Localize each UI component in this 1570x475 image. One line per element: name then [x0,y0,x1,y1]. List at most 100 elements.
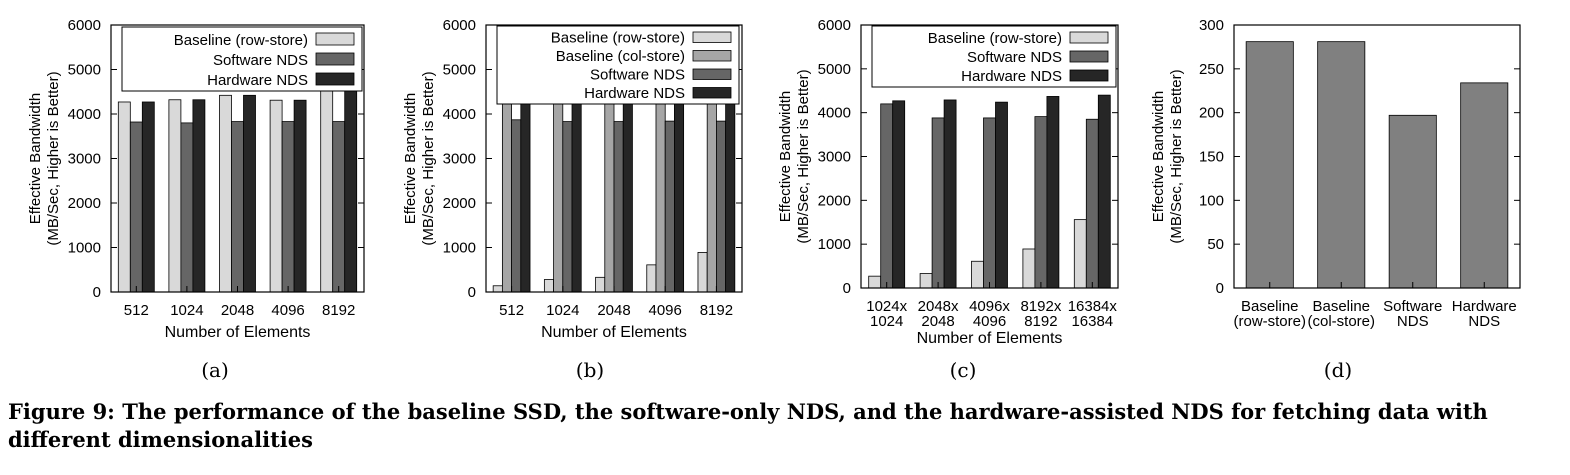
x-tick-label: 8192x 8192 [1020,298,1061,330]
x-tick-label: 2048 [221,302,254,319]
y-tick-label: 0 [1216,280,1224,297]
x-tick-label: Software NDS [1383,298,1442,330]
bar [880,103,894,289]
x-axis-label: Number of Elements [917,330,1063,347]
bar [344,88,358,293]
bar [919,273,933,289]
bar [332,121,346,293]
x-tick-label: 4096 [271,302,304,319]
legend-label: Baseline (row-store) [174,32,308,49]
bar [725,90,736,293]
x-tick-label: 1024 [170,302,203,319]
x-tick-label: 512 [124,302,149,319]
y-tick-label: 1000 [818,236,851,253]
bar [492,285,503,293]
plot-frame [485,24,743,293]
x-axis-label: Number of Elements [165,324,311,341]
bar [716,120,727,293]
bar [892,100,906,289]
y-tick-label: 200 [1199,105,1224,122]
bar [520,101,531,293]
subfigure-label: (c) [950,358,977,382]
y-axis-label: Effective Bandwidth(MB/Sec, Higher is Be… [1150,69,1185,243]
bar [293,99,307,293]
bar [931,117,945,289]
bar [868,275,882,289]
bar [674,95,685,293]
y-tick-label: 100 [1199,192,1224,209]
y-axis-label: Effective Bandwidth(MB/Sec, Higher is Be… [777,69,812,243]
bar [281,121,295,293]
y-tick-label: 4000 [68,106,101,123]
bar [129,121,143,293]
chart-b: 0 1000 2000 3000 4000 5000 6000 512 1024 2048 4096… [402,17,743,382]
bar [995,101,1008,289]
x-tick-label: 2048 [597,302,630,319]
bar [971,260,984,289]
y-tick-label: 0 [468,284,476,301]
subfigure-label: (b) [576,358,604,382]
plot-frame [1233,24,1521,289]
figure-caption: Figure 9: The performance of the baselin… [8,399,1488,452]
bar [1073,219,1087,289]
legend-swatch [1069,31,1109,44]
bar [511,119,522,293]
y-tick-label: 4000 [443,106,476,123]
y-tick-label: 6000 [68,17,101,34]
y-tick-label: 2000 [818,192,851,209]
legend-swatch [692,31,732,43]
x-tick-label: Baseline (col-store) [1307,298,1375,330]
y-tick-label: 300 [1199,17,1224,34]
bar [655,95,666,293]
x-tick-label: 8192 [322,302,355,319]
chart-c: 0 1000 2000 3000 4000 5000 6000 1024x 1024 2048x 2… [777,17,1119,382]
legend-label: Baseline (row-store) [928,30,1062,47]
legend-swatch [1069,50,1109,63]
bar [168,99,182,293]
legend-label: Software NDS [967,49,1062,66]
bar [1034,116,1048,289]
bar [553,97,564,293]
bar [219,94,232,293]
bar [595,276,606,293]
bar [1317,41,1366,289]
bar [1245,41,1294,289]
legend-label: Hardware NDS [584,85,685,102]
bar [1022,248,1036,289]
bar [117,101,131,293]
y-tick-label: 5000 [68,62,101,79]
x-tick-label: 8192 [700,302,733,319]
y-tick-label: 1000 [443,240,476,257]
x-tick-label: 512 [499,302,524,319]
bar [562,121,573,293]
x-tick-label: 4096 [649,302,682,319]
bar [983,117,996,289]
legend-swatch [315,52,355,66]
x-tick-label: 1024 [546,302,579,319]
y-tick-label: 5000 [443,62,476,79]
bar [604,92,615,293]
x-tick-label: 4096x 4096 [969,298,1010,330]
y-tick-label: 50 [1207,236,1224,253]
y-tick-label: 2000 [443,195,476,212]
y-tick-label: 3000 [818,149,851,166]
bar [1085,118,1099,289]
y-tick-label: 3000 [68,151,101,168]
legend-label: Hardware NDS [961,68,1062,85]
bar [501,101,513,293]
bar [1388,114,1437,289]
bar [180,122,194,293]
subfigure-label: (d) [1324,358,1352,382]
bar [571,97,582,293]
bar [1460,82,1509,289]
bar [231,121,244,293]
y-tick-label: 6000 [818,17,851,34]
bar [613,121,624,293]
legend-label: Software NDS [213,52,308,69]
legend-swatch [692,87,732,99]
y-tick-label: 1000 [68,240,101,257]
legend-swatch [315,32,355,46]
x-tick-label: Baseline (row-store) [1233,298,1306,330]
y-tick-label: 0 [843,280,851,297]
legend-label: Software NDS [590,67,685,84]
